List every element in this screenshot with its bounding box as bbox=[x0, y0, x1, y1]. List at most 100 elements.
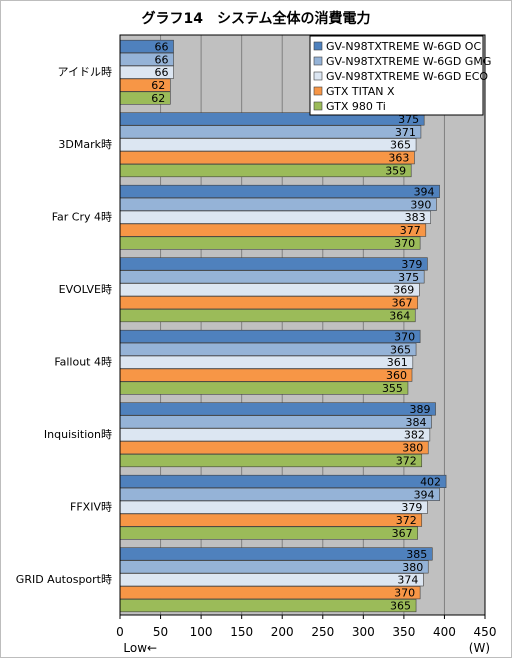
x-tick-label: 0 bbox=[116, 625, 124, 639]
bar-value-label: 374 bbox=[397, 574, 418, 587]
legend-label: GV-N98TXTREME W-6GD OC bbox=[326, 40, 481, 53]
category-label: Far Cry 4時 bbox=[52, 210, 112, 223]
bar bbox=[119, 197, 437, 211]
legend-label: GTX 980 Ti bbox=[326, 100, 386, 113]
x-tick-label: 50 bbox=[153, 625, 168, 639]
bar bbox=[119, 428, 431, 442]
bar bbox=[119, 573, 424, 587]
bar-value-label: 370 bbox=[394, 587, 415, 600]
legend-swatch bbox=[313, 71, 323, 81]
bar-value-label: 402 bbox=[420, 475, 441, 488]
bar-value-label: 62 bbox=[151, 92, 165, 105]
bar-value-label: 66 bbox=[155, 40, 169, 53]
bar bbox=[119, 329, 421, 344]
bar bbox=[119, 381, 409, 395]
bar-value-label: 367 bbox=[392, 527, 413, 540]
bar-value-label: 372 bbox=[396, 455, 417, 468]
category-label: GRID Autosport時 bbox=[16, 573, 112, 586]
x-tick-label: 200 bbox=[271, 625, 294, 639]
bar-value-label: 394 bbox=[414, 185, 435, 198]
bar bbox=[119, 415, 432, 429]
bar-value-label: 359 bbox=[385, 165, 406, 178]
category-label: FFXIV時 bbox=[70, 500, 112, 513]
bar-value-label: 365 bbox=[390, 343, 411, 356]
bar bbox=[119, 236, 421, 250]
bar-value-label: 364 bbox=[389, 310, 410, 323]
bar-value-label: 369 bbox=[393, 284, 414, 297]
bar-value-label: 379 bbox=[401, 501, 422, 514]
bar bbox=[119, 513, 423, 527]
bar bbox=[119, 210, 431, 224]
legend-label: GTX TITAN X bbox=[326, 85, 395, 98]
bar-value-label: 62 bbox=[151, 79, 165, 92]
bar bbox=[119, 223, 427, 237]
bar-value-label: 390 bbox=[410, 198, 431, 211]
bar bbox=[119, 500, 428, 514]
bar bbox=[119, 184, 440, 198]
legend-swatch bbox=[313, 86, 323, 96]
bar bbox=[119, 441, 429, 455]
legend-box bbox=[309, 35, 484, 116]
bar-value-label: 361 bbox=[387, 356, 408, 369]
bar bbox=[119, 402, 436, 416]
bar bbox=[119, 257, 428, 271]
bar bbox=[119, 270, 425, 284]
bar-value-label: 377 bbox=[400, 224, 421, 237]
legend-swatch bbox=[313, 56, 323, 66]
bar bbox=[119, 342, 417, 356]
bar bbox=[119, 151, 415, 165]
bar bbox=[119, 296, 418, 310]
chart-title: グラフ14 システム全体の消費電力 bbox=[141, 11, 371, 27]
plot-border bbox=[119, 34, 486, 616]
bar bbox=[119, 586, 421, 600]
bar-value-label: 370 bbox=[394, 237, 415, 250]
bar bbox=[119, 474, 447, 489]
x-tick-label: 300 bbox=[352, 625, 375, 639]
bar bbox=[119, 125, 422, 139]
category-label: アイドル時 bbox=[58, 65, 112, 78]
bar bbox=[119, 453, 423, 468]
legend-label: GV-N98TXTREME W-6GD GMG bbox=[326, 55, 491, 68]
legend-swatch bbox=[313, 41, 323, 51]
bar-value-label: 375 bbox=[398, 113, 419, 126]
bar-value-label: 380 bbox=[402, 442, 423, 455]
bar bbox=[119, 283, 420, 297]
bar bbox=[119, 526, 418, 540]
bar-value-label: 360 bbox=[386, 369, 407, 382]
bar-value-label: 385 bbox=[406, 548, 427, 561]
bar bbox=[119, 138, 417, 152]
category-label: 3DMark時 bbox=[58, 138, 112, 151]
bar-value-label: 384 bbox=[405, 416, 426, 429]
bar bbox=[119, 560, 429, 574]
bar-value-label: 394 bbox=[414, 488, 435, 501]
bar-value-label: 379 bbox=[401, 258, 422, 271]
x-tick-label: 350 bbox=[392, 625, 415, 639]
bar bbox=[119, 547, 433, 561]
category-label: EVOLVE時 bbox=[59, 283, 112, 296]
legend-label: GV-N98TXTREME W-6GD ECO bbox=[326, 70, 488, 83]
bar-value-label: 367 bbox=[392, 297, 413, 310]
bar-value-label: 355 bbox=[382, 382, 403, 395]
bar-value-label: 371 bbox=[395, 126, 416, 139]
bar-value-label: 389 bbox=[410, 403, 431, 416]
bar-value-label: 363 bbox=[388, 152, 409, 165]
x-tick-label: 100 bbox=[190, 625, 213, 639]
bar-value-label: 66 bbox=[155, 66, 169, 79]
bar-value-label: 372 bbox=[396, 514, 417, 527]
x-tick-label: 450 bbox=[474, 625, 497, 639]
bar-value-label: 375 bbox=[398, 271, 419, 284]
x-tick-label: 250 bbox=[311, 625, 334, 639]
bar-value-label: 365 bbox=[390, 600, 411, 613]
bar-value-label: 380 bbox=[402, 561, 423, 574]
x-axis-unit-label: (W) bbox=[469, 641, 490, 655]
bar bbox=[119, 308, 416, 323]
bar-value-label: 365 bbox=[390, 139, 411, 152]
bar-value-label: 383 bbox=[405, 211, 426, 224]
category-label: Inquisition時 bbox=[44, 428, 112, 441]
bar bbox=[119, 164, 412, 178]
x-tick-label: 150 bbox=[230, 625, 253, 639]
bar bbox=[119, 355, 414, 369]
bar bbox=[119, 487, 440, 501]
